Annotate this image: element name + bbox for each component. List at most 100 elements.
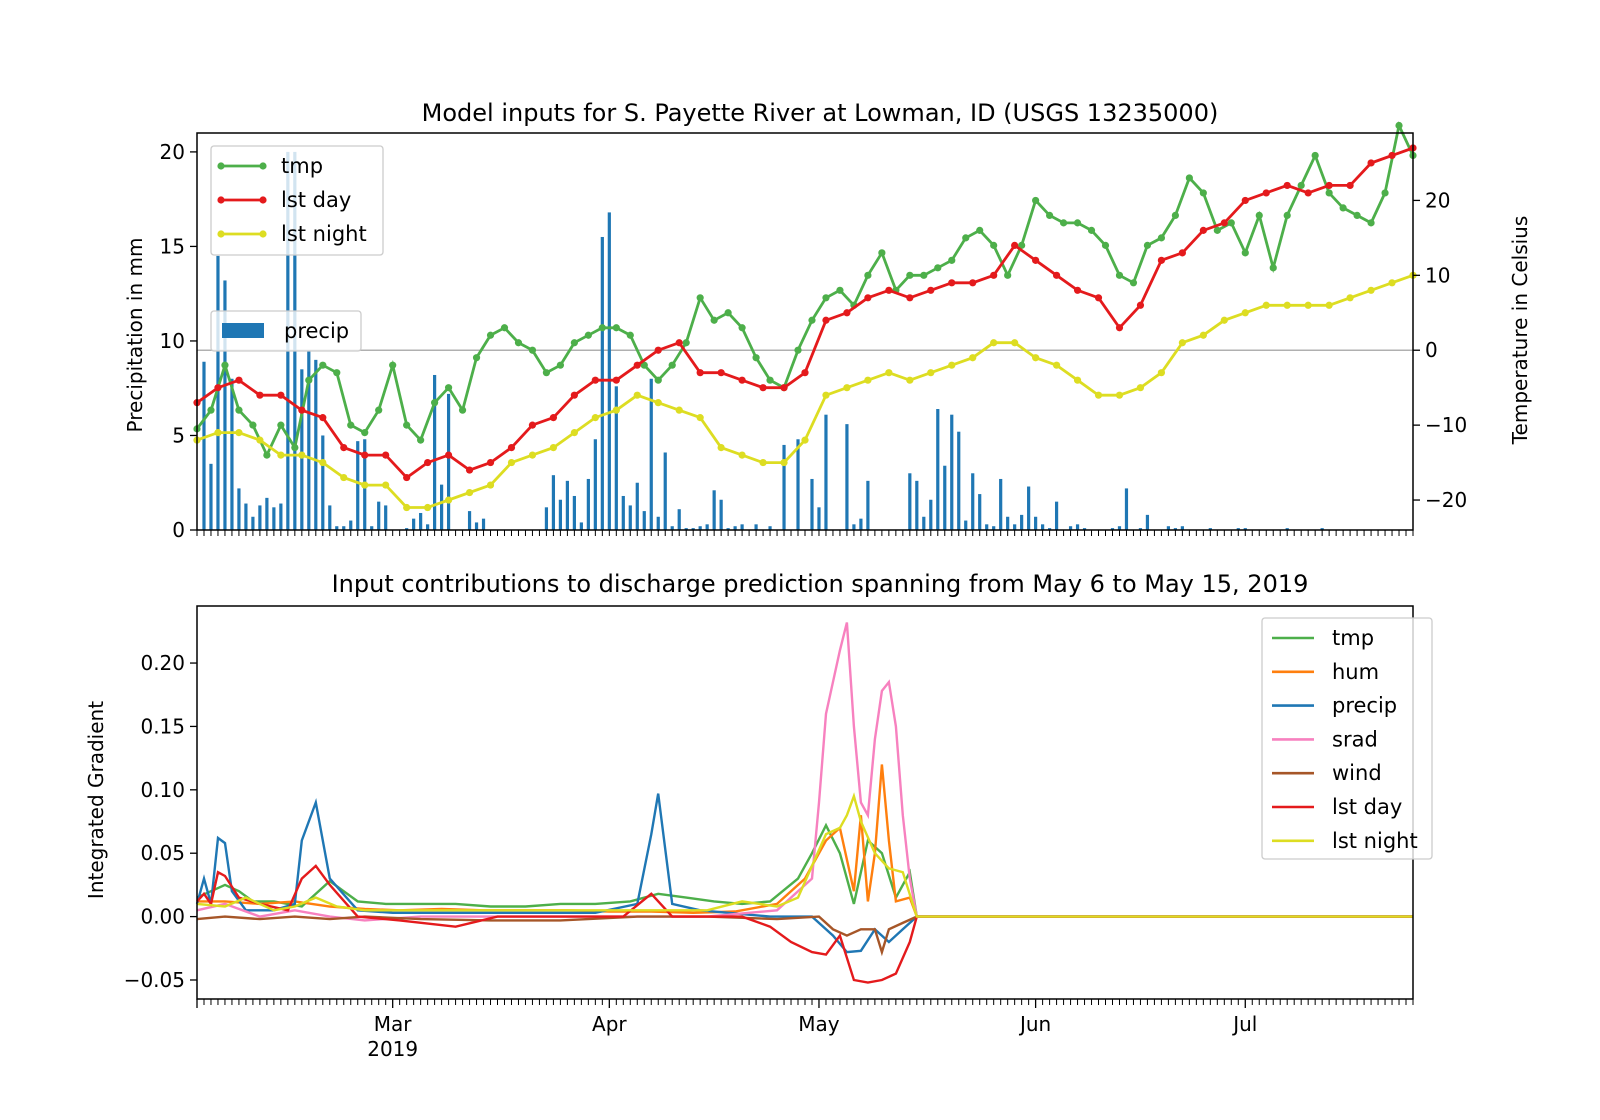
precip-bar-75 <box>859 518 863 530</box>
precip-bar-106 <box>1145 514 1150 530</box>
precip-bar-92 <box>1013 524 1017 530</box>
top-series-point-tmp <box>389 361 397 369</box>
precip-bar-28 <box>412 518 416 530</box>
top-series-point-lst-night <box>424 503 432 512</box>
top-y2tick-label: 10 <box>1425 263 1450 287</box>
precip-bar-11 <box>279 503 283 530</box>
top-series-point-tmp <box>207 406 215 414</box>
precip-bar-105 <box>1138 528 1143 530</box>
top-series-point-lst-night <box>633 391 641 399</box>
top-series-point-lst-night <box>1157 369 1166 377</box>
precip-bar-1 <box>209 463 213 530</box>
precip-bar-112 <box>1243 528 1247 530</box>
legend-swatch-dot <box>259 196 267 204</box>
top-series-point-tmp <box>584 331 592 339</box>
top-series-point-tmp <box>752 354 760 362</box>
top-y2label: Temperature in Celsius <box>1508 216 1532 446</box>
top-legend-lines: tmp lst day lst night <box>210 145 384 256</box>
precip-bar-83 <box>950 414 954 530</box>
precip-bar-58 <box>691 528 695 530</box>
precip-bar-109 <box>1180 526 1184 530</box>
top-series-point-tmp <box>1339 204 1347 212</box>
precip-bar-93 <box>1020 514 1024 530</box>
precip-bar-45 <box>600 236 604 530</box>
top-series-point-lst-night <box>403 503 411 512</box>
top-series-point-tmp <box>1255 211 1263 219</box>
top-series-line-tmp <box>195 121 1415 459</box>
top-series-point-lst-day <box>948 279 956 287</box>
precip-bar-21 <box>349 520 353 530</box>
legend-box <box>210 145 384 256</box>
precip-bar-38 <box>551 475 556 530</box>
precip-bar-114 <box>1320 528 1324 530</box>
top-series-point-lst-night <box>675 406 683 414</box>
top-series-point-tmp <box>1004 271 1012 279</box>
bottom-series-line-lst-night <box>196 792 1413 918</box>
precip-bar-104 <box>1124 488 1129 530</box>
top-series-point-tmp <box>808 316 816 324</box>
legend-box <box>210 310 362 352</box>
bottom-legend: tmp hum precip srad wind lst day lst night <box>1261 617 1433 860</box>
top-series-point-tmp <box>249 421 257 429</box>
top-series-point-tmp <box>1185 174 1193 182</box>
top-series-point-tmp <box>500 324 509 332</box>
top-series-point-lst-day <box>570 391 578 399</box>
bottom-ytick-label: 0.15 <box>140 714 185 738</box>
precip-bar-84 <box>957 431 961 530</box>
top-series-point-tmp <box>263 451 271 459</box>
top-panel: Model inputs for S. Payette River at Low… <box>123 99 1532 542</box>
top-series-point-lst-day <box>1115 324 1124 332</box>
top-series-point-tmp <box>514 339 523 347</box>
top-ytick-label: 0 <box>172 518 185 542</box>
top-series-point-lst-day <box>1178 249 1186 257</box>
precip-bar-30 <box>426 524 430 530</box>
precip-bar-24 <box>370 526 374 530</box>
top-series-point-lst-day <box>1388 151 1396 160</box>
top-series-point-lst-night <box>654 399 662 407</box>
precip-bar-4 <box>230 378 234 530</box>
precip-bar-66 <box>754 524 758 530</box>
top-series-point-lst-night <box>1032 354 1040 362</box>
top-series-point-lst-day <box>382 451 390 459</box>
top-series-point-lst-day <box>759 384 767 392</box>
precip-bar-97 <box>1047 528 1052 530</box>
top-y2tick-label: −20 <box>1425 488 1467 512</box>
precip-bar-60 <box>705 524 709 530</box>
legend-label-srad: srad <box>1332 727 1378 751</box>
precip-bar-86 <box>971 473 975 530</box>
precip-bar-67 <box>768 526 772 530</box>
top-series-point-lst-night <box>1346 294 1354 302</box>
top-series-point-tmp <box>458 406 467 414</box>
top-series-point-lst-night <box>235 429 243 437</box>
top-series-point-tmp <box>836 286 844 294</box>
top-series-point-tmp <box>1199 189 1207 197</box>
bottom-xtick-sublabel: 2019 <box>367 1037 418 1061</box>
precip-bar-10 <box>272 507 276 530</box>
precip-bar-43 <box>586 478 590 530</box>
top-series-point-lst-night <box>990 339 998 347</box>
top-series-point-lst-day <box>1220 219 1228 227</box>
precip-bar-111 <box>1236 528 1240 530</box>
precip-bar-79 <box>922 516 926 530</box>
top-series-point-lst-day <box>340 444 348 452</box>
legend-label-wind: wind <box>1332 761 1382 785</box>
precip-bar-46 <box>607 212 611 530</box>
top-series-point-tmp <box>948 256 956 264</box>
top-series-point-tmp <box>822 294 830 302</box>
top-series-point-tmp <box>528 346 537 354</box>
top-series-point-tmp <box>1213 226 1221 234</box>
precip-bar-72 <box>824 414 828 530</box>
top-ytick-label: 10 <box>160 329 185 353</box>
top-series-point-lst-night <box>948 361 956 369</box>
top-series-point-tmp <box>542 369 551 377</box>
precip-bar-40 <box>565 480 569 530</box>
top-series-point-tmp <box>556 361 565 369</box>
precip-bar-102 <box>1110 528 1115 530</box>
top-series-point-lst-night <box>1367 286 1375 294</box>
top-series-point-lst-day <box>1011 241 1019 249</box>
top-series-point-lst-day <box>1367 159 1375 167</box>
top-series-point-lst-day <box>1073 286 1082 294</box>
top-ytick-label: 5 <box>172 423 185 447</box>
top-series-point-tmp <box>570 339 578 347</box>
